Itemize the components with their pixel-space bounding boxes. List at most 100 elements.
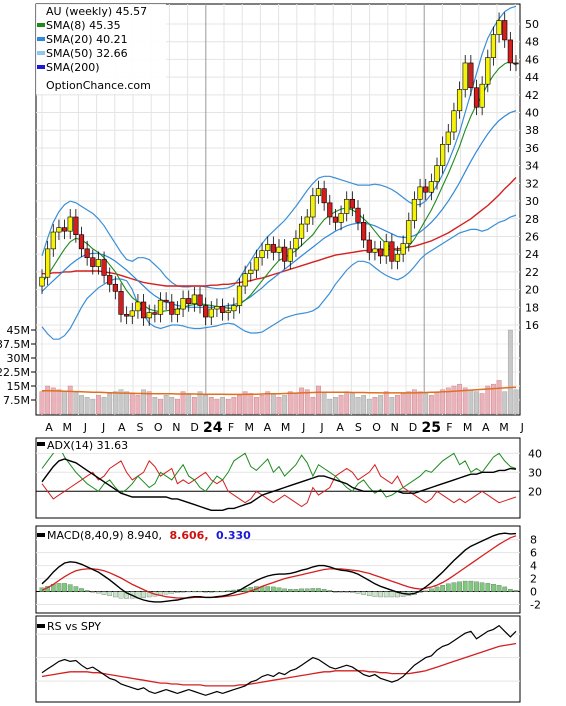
volume-bar [412, 389, 417, 415]
volume-bar [417, 391, 423, 415]
volume-bar [491, 383, 496, 415]
candle-body [377, 248, 384, 257]
volume-bar [496, 380, 502, 415]
macd-histogram-bar [118, 591, 124, 599]
candle-body [287, 248, 293, 262]
price-tick-label: 48 [525, 36, 539, 49]
adx-title: ADX(14) 31.63 [47, 439, 128, 452]
candle-body [203, 305, 209, 318]
candle-body [180, 298, 186, 310]
candle-body [485, 57, 491, 85]
month-label: M [499, 421, 509, 434]
macd-histogram-bar [208, 591, 214, 593]
watermark: OptionChance.com [46, 79, 151, 92]
volume-bar [485, 385, 491, 415]
month-label: M [463, 421, 473, 434]
candle-body [349, 198, 355, 209]
macd-histogram-bar [316, 588, 321, 592]
macd-histogram-bar [90, 591, 96, 593]
candle-body [513, 62, 519, 65]
macd-histogram-bar [462, 580, 468, 592]
macd-histogram-bar [457, 581, 462, 592]
svg-text:MACD(8,40,9) 8.940, 8.606,: MACD(8,40,9) 8.940, 8.606, 0.330 [47, 529, 251, 542]
volume-bar [428, 395, 434, 415]
volume-bar [338, 395, 344, 415]
macd-histogram-bar [225, 590, 231, 592]
volume-bar [191, 397, 197, 415]
volume-tick-label: 45M [7, 324, 31, 337]
macd-histogram-bar [491, 584, 496, 592]
adx-tick-label: 30 [528, 466, 542, 479]
month-label: S [355, 421, 362, 434]
month-label: F [446, 421, 452, 434]
candle-body [434, 165, 440, 182]
macd-histogram-bar [327, 590, 333, 592]
volume-bar [225, 398, 231, 415]
candle-body [394, 253, 401, 262]
candle-body [383, 241, 389, 257]
month-label: N [172, 421, 180, 434]
adx-legend-swatch [37, 442, 45, 446]
price-tick-label: 18 [525, 301, 539, 314]
macd-histogram-bar [203, 591, 208, 593]
macd-histogram-bar [361, 591, 366, 595]
volume-tick-label: 30M [7, 352, 31, 365]
candle-body [451, 110, 457, 133]
volume-bar [186, 393, 192, 415]
macd-tick-label: 6 [530, 547, 537, 560]
price-axis: 16 18 20 22 24 26 28 30 32 34 36 38 40 42 44 46 48 50 [525, 18, 539, 332]
candle-body [310, 195, 316, 218]
candle-body [456, 89, 463, 112]
volume-bar [135, 395, 141, 415]
candle-body [502, 20, 508, 41]
macd-histogram-bar [350, 591, 355, 593]
macd-histogram-bar [220, 591, 225, 593]
sma50-line [42, 177, 517, 287]
macd-histogram-bar [321, 589, 327, 592]
price-tick-label: 32 [525, 177, 539, 190]
volume-bar [79, 395, 84, 415]
candle-body [428, 181, 434, 193]
candle-body [344, 198, 350, 214]
candle-body [146, 312, 152, 319]
rs-average-line [41, 642, 517, 687]
price-tick-label: 40 [525, 107, 539, 120]
month-label: J [301, 421, 305, 434]
macd-histogram-bar [468, 580, 474, 592]
volume-bar [84, 397, 90, 415]
legend-swatch-sma8 [37, 23, 45, 27]
volume-bar [395, 395, 400, 415]
volume-bar [378, 395, 383, 415]
volume-bar [333, 397, 338, 415]
volume-bar [440, 389, 446, 415]
candle-body [361, 222, 367, 241]
volume-bar [270, 393, 276, 415]
macd-histogram-bar [383, 591, 389, 598]
candle-body [265, 244, 271, 251]
candle-body [321, 188, 327, 204]
adx-tick-label: 20 [528, 485, 542, 498]
macd-histogram-bar [163, 591, 169, 595]
candle-body [129, 310, 135, 317]
volume-bar [389, 397, 395, 415]
candle-body [231, 305, 237, 312]
candle-body [186, 298, 192, 305]
macd-tick-label: 8 [530, 534, 537, 547]
volume-bar [451, 385, 457, 415]
candle-body [191, 294, 197, 305]
volume-bar [474, 391, 479, 415]
volume-bar [423, 393, 429, 415]
price-tick-label: 28 [525, 213, 539, 226]
candle-body [338, 213, 344, 223]
month-label: 25 [421, 420, 440, 436]
adx-line [41, 458, 517, 511]
candle-body [140, 301, 147, 319]
macd-histogram-bar [175, 591, 180, 593]
candle-body [315, 188, 322, 197]
volume-bar [462, 387, 468, 415]
volume-bar [445, 387, 451, 415]
adx-lines [41, 444, 517, 511]
legend-swatch-sma20 [37, 37, 45, 41]
macd-histogram-bar [186, 591, 192, 593]
